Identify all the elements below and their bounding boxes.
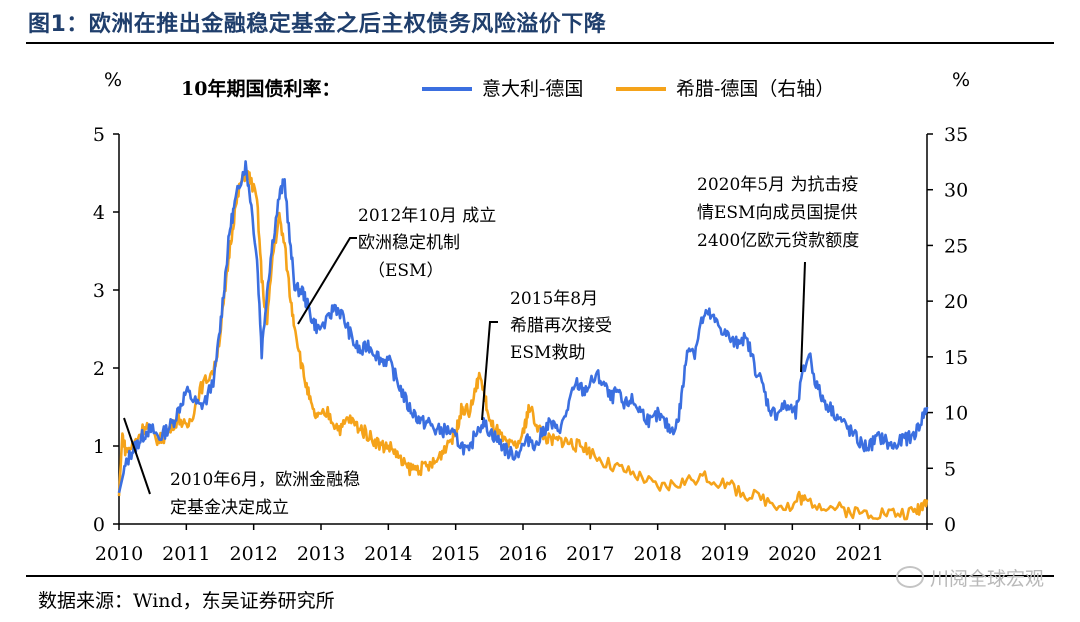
- left-tick-label: 1: [93, 436, 105, 458]
- annotation-2012-line3: （ESM）: [368, 261, 443, 281]
- annotation-2015-line2: 希腊再次接受: [510, 316, 612, 336]
- x-tick-label: 2017: [566, 543, 614, 565]
- series-layer: [117, 160, 929, 521]
- legend-greece-label: 希腊-德国（右轴）: [676, 78, 834, 100]
- annotation-2015-line1: 2015年8月: [510, 289, 598, 309]
- right-tick-label: 35: [944, 124, 968, 146]
- annotation-2012-line1: 2012年10月 成立: [358, 206, 496, 226]
- left-tick-label: 5: [93, 124, 105, 146]
- x-tick-label: 2012: [229, 543, 277, 565]
- x-tick-label: 2018: [633, 543, 681, 565]
- right-tick-label: 25: [944, 235, 968, 257]
- annotation-2012-line2: 欧洲稳定机制: [358, 233, 460, 253]
- footer-rule: [26, 575, 1054, 577]
- left-tick-label: 3: [93, 280, 105, 302]
- left-tick-label: 4: [93, 202, 105, 224]
- x-tick-label: 2010: [95, 543, 143, 565]
- annotation-2020-leader: [800, 261, 806, 373]
- x-tick-label: 2020: [768, 543, 816, 565]
- annotation-2020-line1: 2020年5月 为抗击疫: [697, 175, 858, 195]
- title-rule: [26, 42, 1054, 44]
- x-tick-label: 2013: [297, 543, 345, 565]
- chat-bubble-icon: [895, 566, 924, 588]
- annotation-2020-line3: 2400亿欧元贷款额度: [697, 231, 859, 251]
- x-tick-label: 2011: [162, 543, 210, 565]
- annotation-2020-line2: 情ESM向成员国提供: [697, 203, 857, 223]
- right-axis-unit: %: [952, 69, 970, 91]
- right-tick-label: 30: [944, 180, 968, 202]
- left-tick-label: 0: [93, 514, 105, 536]
- x-tick-label: 2019: [701, 543, 749, 565]
- left-tick-label: 2: [93, 358, 105, 380]
- right-tick-label: 5: [944, 458, 956, 480]
- axes-layer: 0 1 2 3 4 5 0 5 10 15 20 25 30 35 2010 2011 2012 2013 2014…: [93, 124, 968, 565]
- source-note: 数据来源：Wind，东吴证券研究所: [38, 590, 335, 612]
- annotation-2010-line2: 定基金决定成立: [170, 498, 289, 518]
- x-tick-label: 2015: [431, 543, 479, 565]
- legend-italy-label: 意大利-德国: [482, 78, 583, 100]
- watermark-text: 川阅全球宏观: [929, 568, 1044, 590]
- annotation-2010-leader: [123, 417, 151, 495]
- italy-germany-spread-line: [117, 160, 929, 494]
- chart-title: 10年期国债利率：: [181, 77, 340, 100]
- line-chart: 0 1 2 3 4 5 0 5 10 15 20 25 30 35 2010 2011 2012 2013 2014…: [93, 69, 970, 565]
- right-tick-label: 15: [944, 347, 968, 369]
- watermark: 川阅全球宏观: [895, 564, 1044, 591]
- x-tick-label: 2014: [364, 543, 412, 565]
- right-tick-label: 10: [944, 403, 968, 425]
- right-tick-label: 0: [944, 514, 956, 536]
- annotation-2012-leader: [297, 237, 357, 325]
- x-tick-label: 2021: [835, 543, 883, 565]
- left-axis-unit: %: [104, 69, 122, 91]
- x-tick-label: 2016: [499, 543, 547, 565]
- figure-title: 图1：欧洲在推出金融稳定基金之后主权债务风险溢价下降: [28, 12, 607, 37]
- right-tick-label: 20: [944, 291, 968, 313]
- annotation-2010-line1: 2010年6月，欧洲金融稳: [170, 470, 360, 490]
- annotation-2015-leader: [481, 321, 498, 421]
- annotation-2015-line3: ESM救助: [510, 343, 585, 363]
